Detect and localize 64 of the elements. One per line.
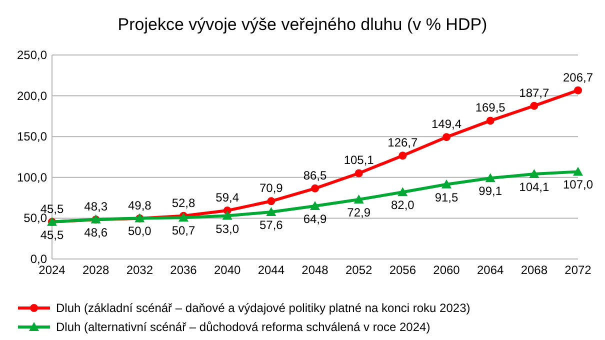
data-label: 64,9 [303,212,327,226]
point [529,169,540,178]
y-tick-label: 0,0 [30,252,48,266]
legend-label: Dluh (základní scénář – daňové a výdajové politiky platné na konci roku 2023) [56,301,470,315]
y-tick-label: 100,0 [16,170,48,184]
data-label: 126,7 [388,136,418,150]
legend-label: Dluh (alternativní scénář – důchodová reforma schválená v roce 2024) [56,320,430,334]
x-tick-label: 2040 [214,263,242,277]
point [354,194,364,204]
data-label: 48,3 [84,200,108,214]
point [266,207,276,216]
data-label: 206,7 [562,70,594,84]
x-tick-label: 2052 [345,263,373,277]
x-tick-label: 2072 [564,263,592,277]
data-label: 53,0 [216,222,240,236]
point [354,169,363,178]
point [530,102,538,110]
x-tick-label: 2064 [476,263,504,277]
point [485,173,496,182]
x-tick-label: 2044 [258,263,285,277]
data-label: 82,0 [390,198,415,212]
data-label: 50,7 [172,224,196,238]
data-label: 49,8 [128,198,152,212]
data-label: 187,7 [519,86,550,100]
data-label: 99,1 [478,184,502,198]
data-label: 149,4 [431,117,462,132]
x-tick-label: 2036 [170,263,198,277]
data-label: 104,1 [519,180,550,194]
data-label: 70,9 [259,181,284,196]
x-tick-label: 2032 [126,263,154,277]
y-tick-label: 150,0 [16,130,48,144]
y-tick-label: 200,0 [16,88,48,103]
point [442,133,450,142]
x-tick-label: 2056 [389,263,416,277]
point [398,187,408,196]
point [267,197,276,206]
point [310,201,320,210]
point [442,179,452,188]
data-label: 169,5 [475,100,506,115]
x-tick-label: 2060 [433,263,460,277]
point [398,152,407,160]
chart-title: Projekce vývoje výše veřejného dluhu (v % HDP) [118,15,488,34]
x-tick-label: 2028 [82,263,110,277]
data-label: 107,0 [562,178,594,192]
data-label: 91,5 [434,190,458,204]
x-tick-label: 2048 [302,263,329,277]
data-label: 45,5 [40,202,64,216]
x-tick-label: 2024 [38,263,66,277]
data-label: 59,4 [216,190,240,205]
x-tick-label: 2068 [520,263,548,277]
data-label: 48,6 [84,225,108,240]
point [574,86,582,94]
point [573,166,583,176]
point [486,116,494,125]
point [311,184,319,192]
data-label: 72,9 [347,206,371,220]
data-label: 45,5 [40,228,64,242]
data-label: 86,5 [303,168,327,182]
y-tick-label: 250,0 [16,48,48,62]
data-label: 52,8 [172,196,196,210]
data-label: 105,1 [344,153,374,168]
point [222,210,232,220]
data-label: 57,6 [259,218,284,232]
data-label: 50,0 [128,224,152,238]
